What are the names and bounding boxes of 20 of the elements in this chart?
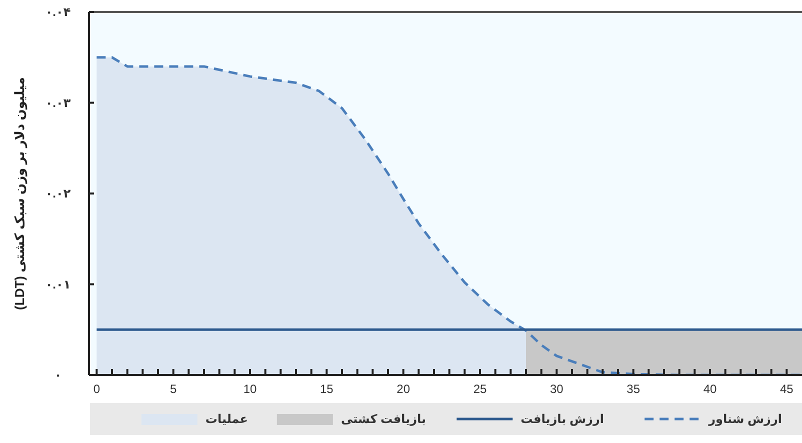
x-tick-label: 15 (320, 382, 334, 396)
x-tick-label: 25 (473, 382, 487, 396)
y-tick-label: ۰.۰۲ (45, 186, 72, 200)
x-tick-label: 10 (243, 382, 257, 396)
legend-label: عملیات (205, 412, 248, 426)
y-tick-label: ۰.۰۴ (45, 5, 71, 19)
legend-label: ارزش شناور (708, 412, 782, 426)
x-tick-label: 0 (93, 382, 100, 396)
x-tick-label: 30 (550, 382, 564, 396)
y-tick-label: ۰ (54, 368, 62, 382)
x-tick-label: 45 (780, 382, 794, 396)
y-tick-label: ۰.۰۳ (45, 96, 72, 110)
x-tick-label: 40 (703, 382, 717, 396)
legend-label: ارزش بازیافت (520, 412, 604, 426)
x-tick-label: 20 (396, 382, 410, 396)
legend-label: بازیافت کشتی (340, 412, 426, 426)
y-axis-title: میلیون دلار بر وزن سبک کشتی (LDT) (12, 77, 28, 310)
x-tick-label: 35 (626, 382, 640, 396)
x-tick-label: 5 (170, 382, 177, 396)
y-tick-label: ۰.۰۱ (45, 277, 71, 292)
